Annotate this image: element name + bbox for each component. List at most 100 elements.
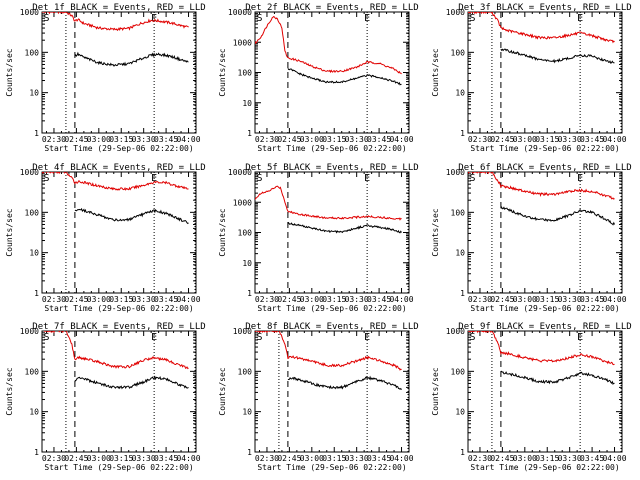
plot-frame bbox=[254, 171, 410, 294]
series-line-lld bbox=[255, 331, 402, 371]
y-tick-label: 1000 bbox=[20, 8, 39, 17]
series-line-events bbox=[287, 221, 402, 234]
y-tick-label: 1 bbox=[247, 289, 252, 298]
x-tick-label: 03:15 bbox=[535, 454, 559, 463]
y-tick-label: 10 bbox=[29, 249, 39, 258]
y-tick-label: 100 bbox=[451, 208, 466, 217]
x-tick-label: 02:30 bbox=[255, 454, 279, 463]
y-tick-label: 100 bbox=[238, 367, 253, 376]
y-axis-label: Counts/sec bbox=[5, 48, 14, 96]
chart-title: Det 8f BLACK = Events, RED = LLD bbox=[245, 322, 418, 332]
series-line-lld bbox=[42, 172, 189, 191]
plot-frame bbox=[467, 11, 623, 134]
y-tick-label: 1 bbox=[460, 448, 465, 457]
series-line-events bbox=[74, 375, 189, 390]
y-tick-label: 100 bbox=[451, 48, 466, 57]
y-tick-label: 1000 bbox=[446, 8, 465, 17]
chart-panel-4: Det 4f BLACK = Events, RED = LLD 1 10 100 10… bbox=[5, 163, 206, 313]
x-tick-label: 04:00 bbox=[389, 295, 413, 304]
x-tick-label: 03:00 bbox=[513, 454, 537, 463]
x-tick-label: 02:45 bbox=[277, 295, 301, 304]
x-tick-label: 04:00 bbox=[602, 454, 626, 463]
x-tick-label: 02:30 bbox=[42, 135, 66, 144]
series-line-events bbox=[500, 48, 615, 64]
x-tick-label: 03:15 bbox=[109, 135, 133, 144]
chart-panel-7: Det 7f BLACK = Events, RED = LLD 1 10 100 10… bbox=[5, 322, 206, 472]
x-tick-label: 03:30 bbox=[345, 135, 369, 144]
chart-title: Det 9f BLACK = Events, RED = LLD bbox=[458, 322, 631, 332]
x-tick-label: 03:45 bbox=[154, 454, 178, 463]
y-axis-label: Counts/sec bbox=[218, 208, 227, 256]
x-tick-label: 03:00 bbox=[513, 295, 537, 304]
plot-frame bbox=[254, 330, 410, 453]
series-line-events bbox=[287, 375, 402, 390]
x-tick-label: 04:00 bbox=[176, 454, 200, 463]
x-tick-label: 03:15 bbox=[322, 295, 346, 304]
x-tick-label: 03:45 bbox=[154, 295, 178, 304]
x-tick-label: 03:00 bbox=[300, 454, 324, 463]
x-tick-label: 04:00 bbox=[176, 295, 200, 304]
plot-frame bbox=[467, 171, 623, 294]
plot-frame bbox=[254, 11, 410, 134]
x-tick-label: 02:45 bbox=[64, 454, 88, 463]
x-axis-label: Start Time (29-Sep-06 02:22:00) bbox=[470, 463, 619, 472]
start-marker: S bbox=[469, 332, 475, 343]
x-tick-label: 03:15 bbox=[535, 295, 559, 304]
end-marker: E bbox=[577, 332, 583, 343]
x-tick-label: 03:30 bbox=[558, 454, 582, 463]
y-axis-label: Counts/sec bbox=[5, 208, 14, 256]
end-marker: E bbox=[151, 332, 157, 343]
x-tick-label: 02:30 bbox=[255, 295, 279, 304]
x-tick-label: 03:45 bbox=[367, 135, 391, 144]
chart-panel-8: Det 8f BLACK = Events, RED = LLD 1 10 100 10… bbox=[218, 322, 419, 472]
end-marker: E bbox=[577, 173, 583, 184]
y-tick-label: 1000 bbox=[233, 327, 252, 336]
end-marker: E bbox=[577, 13, 583, 24]
x-tick-label: 02:45 bbox=[64, 135, 88, 144]
chart-panel-2: Det 2f BLACK = Events, RED = LLD 1 10 100 10… bbox=[218, 3, 419, 153]
x-tick-label: 03:45 bbox=[580, 135, 604, 144]
y-tick-label: 1 bbox=[34, 448, 39, 457]
chart-panel-5: Det 5f BLACK = Events, RED = LLD 1 10 100 10… bbox=[218, 163, 419, 313]
plot-frame bbox=[41, 330, 197, 453]
series-line-events bbox=[287, 68, 402, 86]
y-tick-label: 1 bbox=[247, 448, 252, 457]
chart-title: Det 6f BLACK = Events, RED = LLD bbox=[458, 163, 631, 173]
x-axis-label: Start Time (29-Sep-06 02:22:00) bbox=[44, 463, 193, 472]
y-tick-label: 10 bbox=[455, 89, 465, 98]
x-tick-label: 04:00 bbox=[176, 135, 200, 144]
x-axis-label: Start Time (29-Sep-06 02:22:00) bbox=[44, 144, 193, 153]
x-tick-label: 03:00 bbox=[87, 135, 111, 144]
y-tick-label: 10 bbox=[29, 89, 39, 98]
series-line-lld bbox=[255, 15, 402, 75]
end-marker: E bbox=[364, 13, 370, 24]
x-tick-label: 03:15 bbox=[109, 295, 133, 304]
x-tick-label: 03:45 bbox=[154, 135, 178, 144]
x-tick-label: 03:30 bbox=[132, 295, 156, 304]
x-tick-label: 03:30 bbox=[558, 135, 582, 144]
x-tick-label: 03:15 bbox=[322, 135, 346, 144]
x-tick-label: 02:45 bbox=[490, 295, 514, 304]
y-tick-label: 10 bbox=[242, 259, 252, 268]
y-tick-label: 1000 bbox=[20, 168, 39, 177]
x-tick-label: 04:00 bbox=[389, 135, 413, 144]
x-tick-label: 03:00 bbox=[513, 135, 537, 144]
y-axis-label: Counts/sec bbox=[431, 48, 440, 96]
x-tick-label: 02:45 bbox=[490, 135, 514, 144]
x-tick-label: 04:00 bbox=[389, 454, 413, 463]
x-tick-label: 03:00 bbox=[87, 454, 111, 463]
start-marker: S bbox=[43, 13, 49, 24]
x-tick-label: 03:00 bbox=[87, 295, 111, 304]
x-tick-label: 02:45 bbox=[490, 454, 514, 463]
plot-frame bbox=[467, 330, 623, 453]
y-tick-label: 100 bbox=[25, 367, 40, 376]
chart-title: Det 4f BLACK = Events, RED = LLD bbox=[32, 163, 205, 173]
series-line-events bbox=[500, 370, 615, 385]
x-axis-label: Start Time (29-Sep-06 02:22:00) bbox=[257, 463, 406, 472]
y-tick-label: 1 bbox=[34, 289, 39, 298]
series-line-lld bbox=[42, 12, 189, 32]
end-marker: E bbox=[364, 173, 370, 184]
end-marker: E bbox=[364, 332, 370, 343]
y-tick-label: 1 bbox=[460, 129, 465, 138]
